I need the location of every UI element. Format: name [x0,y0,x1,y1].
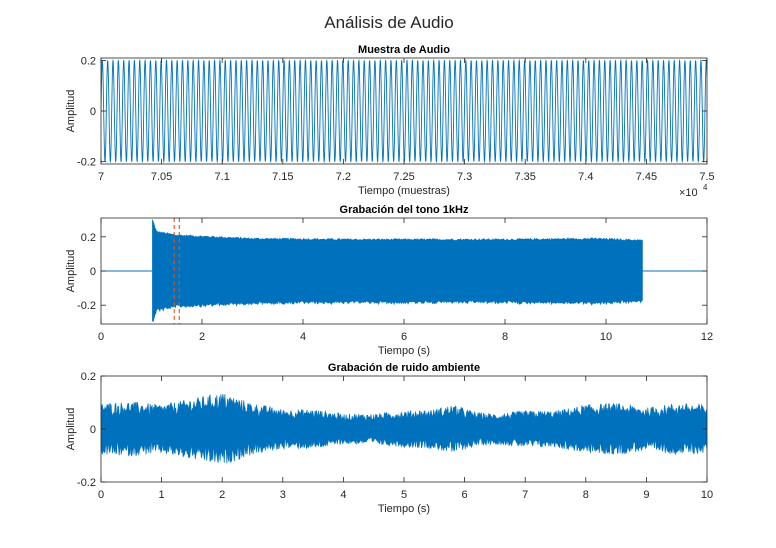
y-tick-label: 0 [90,106,96,118]
tone-chart-title: Grabación del tono 1kHz [340,204,469,216]
y-tick-label: 0 [90,424,96,436]
x-tick-label: 0 [98,331,104,343]
x-tick-label: 4 [300,331,306,343]
sample-chart-title: Muestra de Audio [358,44,450,56]
y-tick-label: 0 [90,266,96,278]
x-tick-label: 6 [462,489,468,501]
x-tick-label: 8 [502,331,508,343]
y-tick-label: -0.2 [77,156,96,168]
x-tick-label: 7.05 [151,171,172,183]
y-tick-label: 0.2 [81,371,96,383]
x-axis-label: Tiempo (muestras) [358,185,450,197]
x-tick-label: 7.15 [272,171,293,183]
x-tick-label: 2 [199,331,205,343]
x-tick-label: 7.25 [393,171,414,183]
y-axis-label: Amplitud [65,250,77,293]
y-axis-label: Amplitud [65,90,77,133]
x-tick-label: 7 [98,171,104,183]
y-tick-label: -0.2 [77,477,96,489]
x-tick-label: 1 [159,489,165,501]
tone-axes: 0 2 4 6 8 10 12 -0.2 0 0.2 Grabación del tono 1kHz… [65,204,713,357]
figure-title: Análisis de Audio [324,13,453,32]
x-tick-label: 4 [340,489,346,501]
x-tick-label: 7.2 [336,171,351,183]
noise-waveform-area [101,394,707,464]
y-tick-label: 0.2 [81,232,96,244]
x-tick-label: 8 [583,489,589,501]
y-axis-label: Amplitud [65,408,77,451]
noise-chart-title: Grabación de ruido ambiente [328,362,480,374]
tone-waveform-area [152,219,643,322]
x-tick-label: 7.5 [699,171,714,183]
y-tick-label: 0.2 [81,56,96,68]
x-tick-label: 10 [600,331,612,343]
x-tick-label: 6 [401,331,407,343]
x-axis-label: Tiempo (s) [378,503,430,515]
x-tick-label: 0 [98,489,104,501]
x-tick-label: 7.3 [457,171,472,183]
x-tick-label: 9 [643,489,649,501]
x-tick-label: 7.1 [215,171,230,183]
y-tick-label: -0.2 [77,300,96,312]
x-tick-label: 7.4 [578,171,593,183]
x-exponent-label: ×10 [679,187,698,199]
x-tick-label: 5 [401,489,407,501]
x-tick-label: 3 [280,489,286,501]
x-axis-label: Tiempo (s) [378,345,430,357]
x-tick-label: 10 [701,489,713,501]
x-tick-label: 12 [701,331,713,343]
x-tick-label: 2 [219,489,225,501]
sample-waveform-line [101,58,707,164]
sample-axes: 7 7.05 7.1 7.15 7.2 7.25 7.3 7.35 7.4 7.45 7.5 -0.2… [65,44,715,199]
x-tick-label: 7 [522,489,528,501]
x-tick-label: 7.35 [514,171,535,183]
x-exponent-power: 4 [703,183,708,192]
x-tick-label: 7.45 [636,171,657,183]
